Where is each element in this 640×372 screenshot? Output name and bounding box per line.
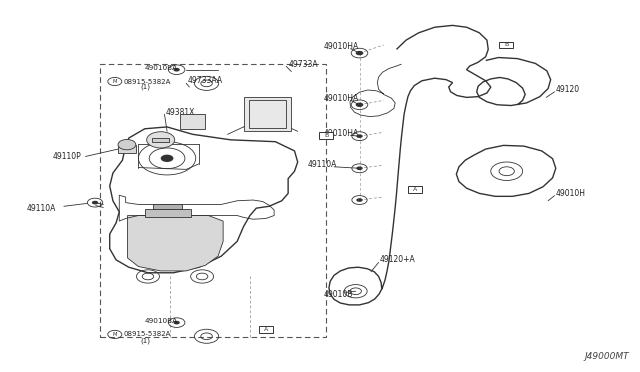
Text: 08915-5382A: 08915-5382A xyxy=(124,331,171,337)
Text: A: A xyxy=(264,327,268,332)
Text: J49000MT: J49000MT xyxy=(584,352,629,361)
Text: 49381X: 49381X xyxy=(166,108,195,117)
Text: 49110A: 49110A xyxy=(27,204,56,214)
Text: 49010HA: 49010HA xyxy=(323,94,358,103)
Circle shape xyxy=(356,103,364,107)
Text: (1): (1) xyxy=(140,84,150,90)
Polygon shape xyxy=(127,215,223,271)
Text: A: A xyxy=(413,187,417,192)
Text: 49010HA: 49010HA xyxy=(323,42,358,51)
Bar xyxy=(408,186,422,193)
Bar xyxy=(152,138,169,142)
Bar xyxy=(259,326,273,333)
Circle shape xyxy=(147,132,175,148)
Text: 49733A: 49733A xyxy=(288,60,318,69)
Text: 49010BA: 49010BA xyxy=(145,65,178,71)
Text: 49010B: 49010B xyxy=(323,291,353,299)
Circle shape xyxy=(161,155,173,162)
Text: 49120: 49120 xyxy=(556,85,580,94)
Text: (1): (1) xyxy=(140,337,150,344)
Text: 49120+A: 49120+A xyxy=(380,255,415,264)
Bar xyxy=(248,100,285,128)
Bar xyxy=(180,114,205,129)
Bar xyxy=(499,42,513,48)
Text: B: B xyxy=(324,133,328,138)
Circle shape xyxy=(118,140,136,150)
Bar xyxy=(145,209,191,217)
Circle shape xyxy=(173,68,180,71)
Text: 49010BA: 49010BA xyxy=(145,318,178,324)
Text: 49110P: 49110P xyxy=(52,152,81,161)
Text: B: B xyxy=(504,42,508,48)
Bar xyxy=(244,97,291,131)
Circle shape xyxy=(356,198,363,202)
Text: M: M xyxy=(113,79,117,84)
Circle shape xyxy=(356,166,363,170)
Text: 08915-5382A: 08915-5382A xyxy=(124,78,171,84)
Text: M: M xyxy=(113,332,117,337)
Bar xyxy=(100,64,326,337)
Bar xyxy=(319,132,333,139)
Text: 49733AA: 49733AA xyxy=(188,76,223,85)
Bar xyxy=(118,145,136,153)
Text: 49010H: 49010H xyxy=(556,189,586,198)
Bar xyxy=(153,205,182,209)
Text: 49010HA: 49010HA xyxy=(323,129,358,138)
Circle shape xyxy=(356,134,363,138)
Circle shape xyxy=(173,321,180,324)
Circle shape xyxy=(92,201,99,205)
Circle shape xyxy=(356,51,364,55)
Text: 49110A: 49110A xyxy=(307,160,337,169)
